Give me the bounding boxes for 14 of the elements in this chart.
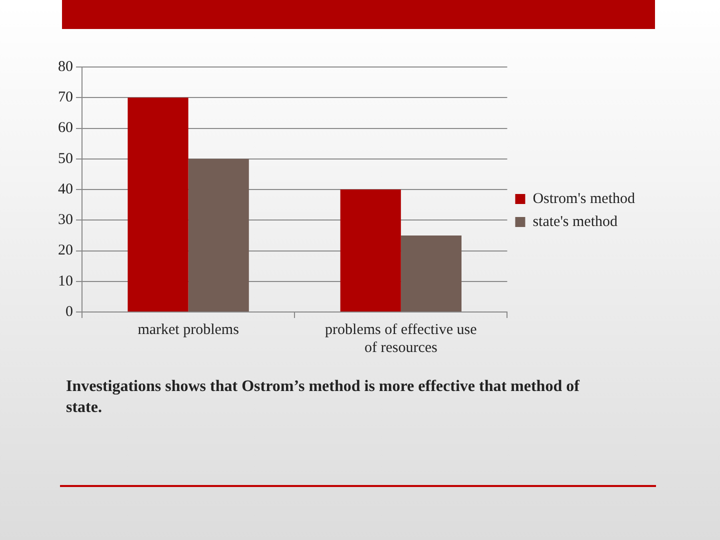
x-tick-label: problems of effective use of resources: [325, 322, 478, 356]
y-tick-label: 50: [58, 150, 73, 167]
legend-label: state's method: [532, 214, 618, 230]
y-tick-label: 20: [58, 242, 73, 259]
y-tick-label: 60: [58, 120, 73, 136]
legend-label: Ostrom's method: [532, 190, 636, 207]
y-tick-label: 80: [58, 58, 73, 75]
y-tick-label: 10: [58, 273, 73, 290]
y-tick-label: 70: [58, 90, 73, 106]
x-tick-label: market problems: [138, 322, 240, 338]
y-tick-label: 0: [66, 304, 73, 320]
y-tick-label: 30: [58, 212, 73, 228]
text: Investigations shows that Ostrom’s method is more effective that method of state.: [66, 377, 581, 418]
y-tick-label: 40: [58, 181, 73, 198]
